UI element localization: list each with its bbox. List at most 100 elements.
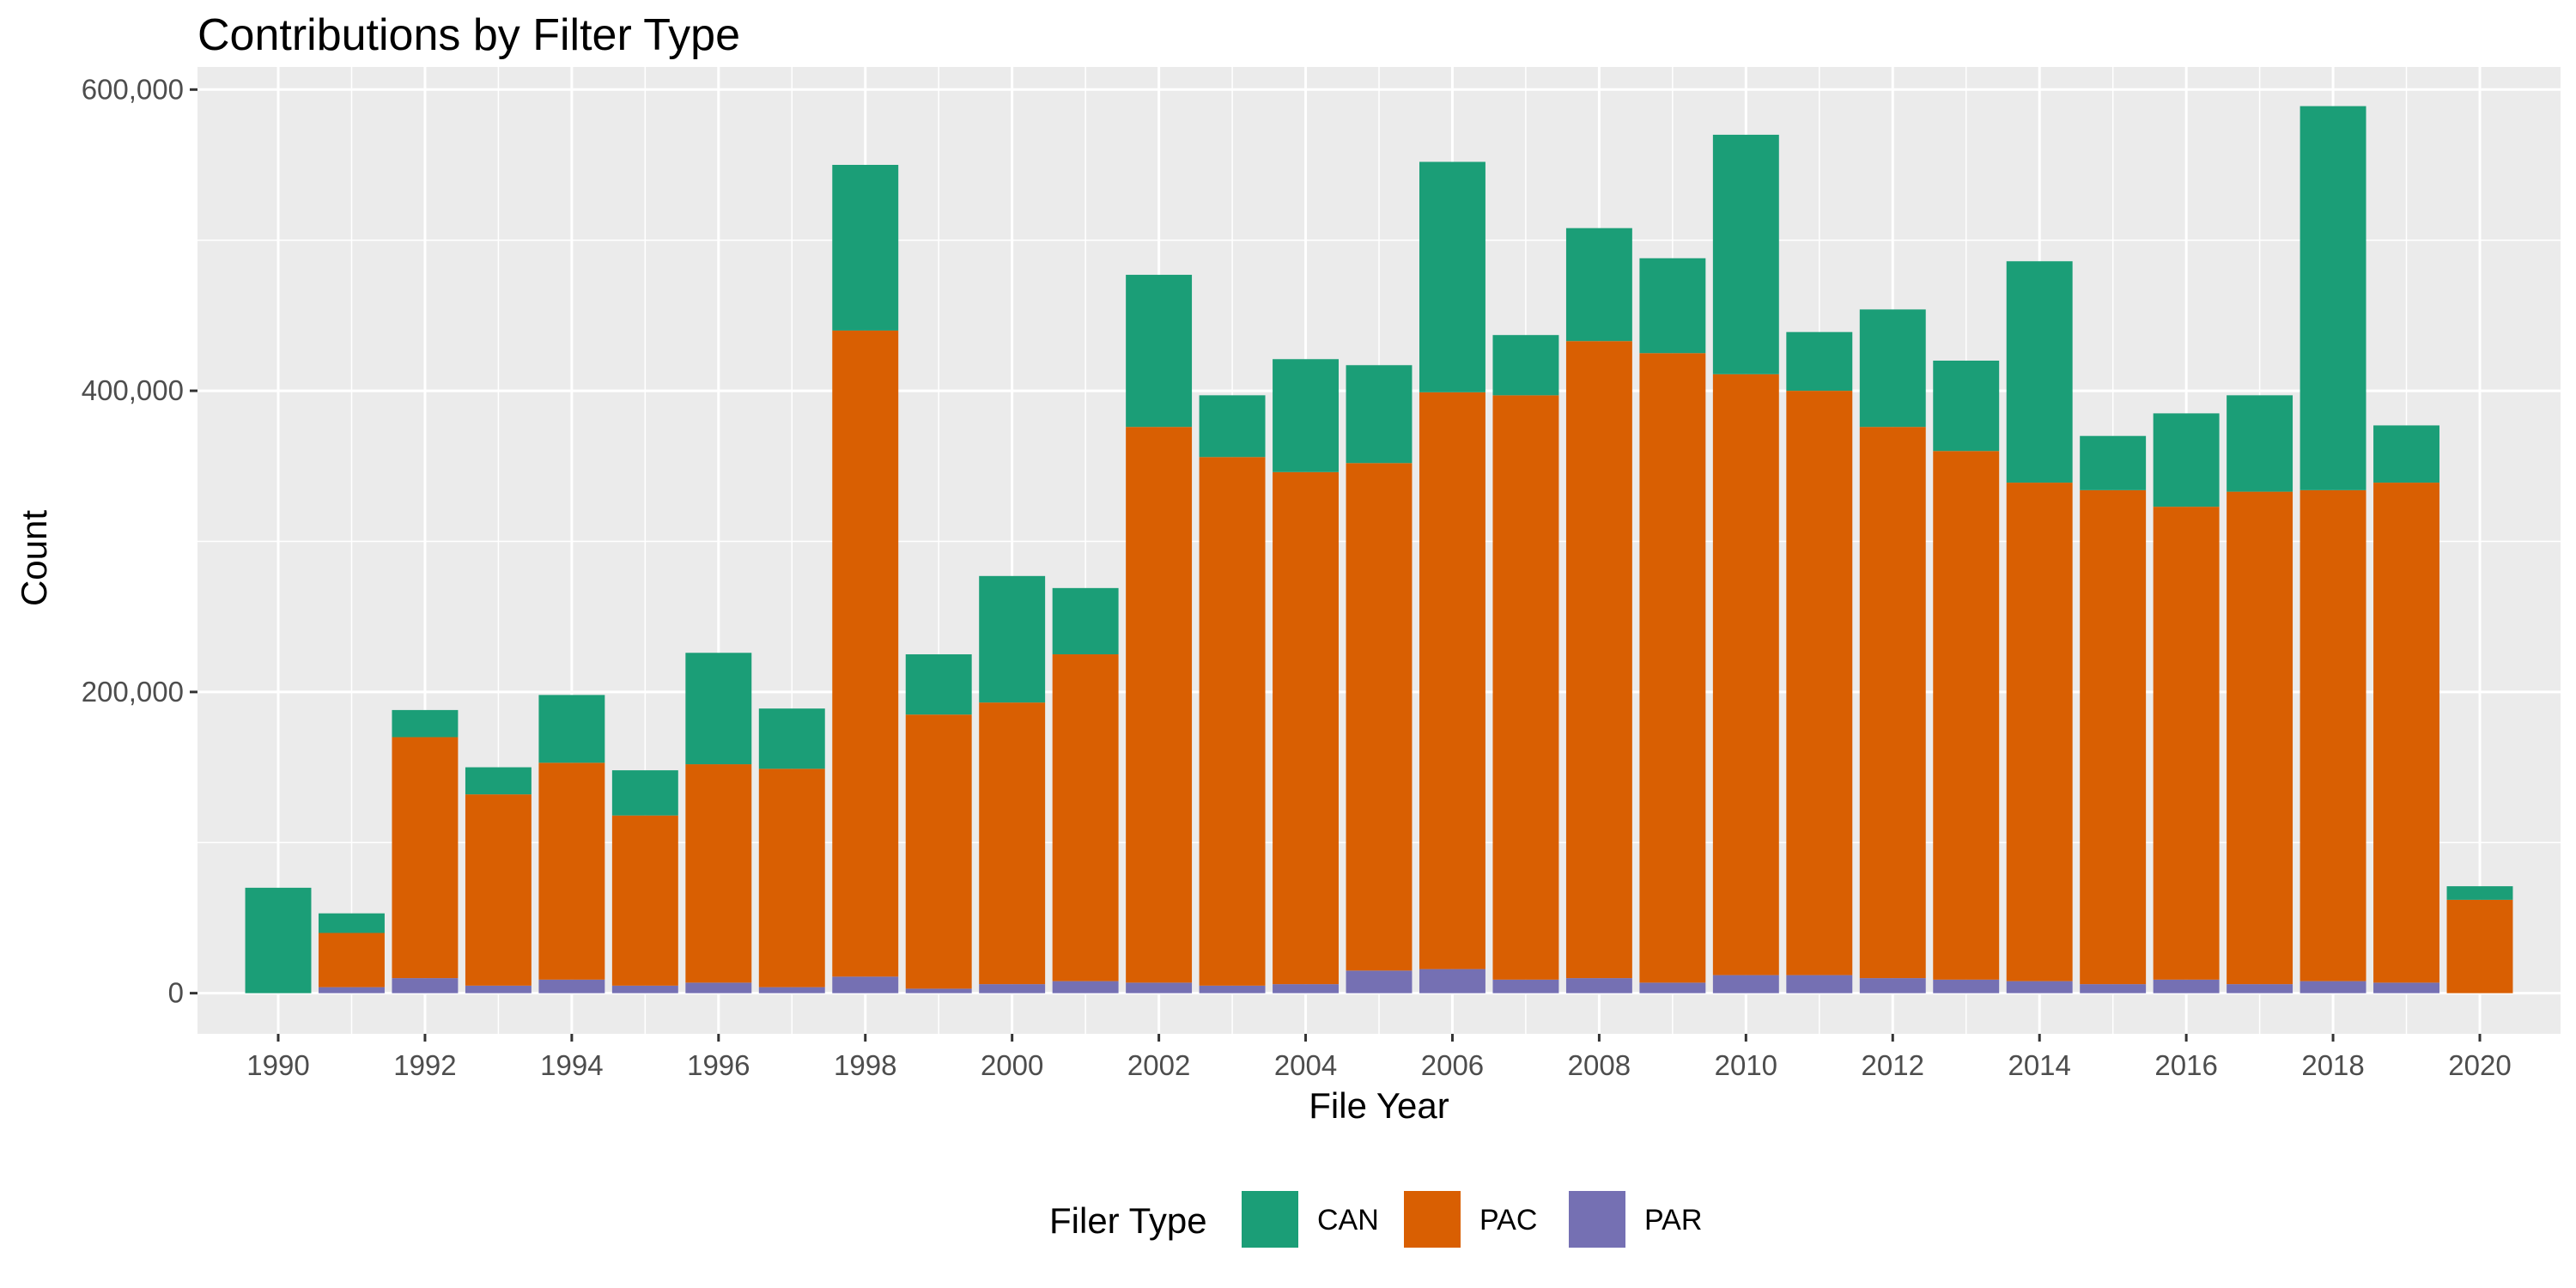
x-axis-title: File Year — [1309, 1085, 1449, 1126]
bar-pac-2002 — [1126, 427, 1193, 983]
bar-pac-2010 — [1712, 374, 1779, 975]
bar-par-2002 — [1126, 982, 1193, 993]
bar-par-1992 — [392, 978, 459, 993]
bar-can-2008 — [1565, 228, 1632, 342]
x-tick-label: 1998 — [834, 1049, 896, 1081]
bar-can-2007 — [1492, 335, 1559, 396]
legend-label-can: CAN — [1317, 1204, 1379, 1236]
x-tick-label: 1992 — [393, 1049, 456, 1081]
bar-pac-1999 — [905, 714, 972, 989]
bar-par-2016 — [2153, 979, 2220, 993]
x-tick-label: 2012 — [1862, 1049, 1924, 1081]
bar-par-1993 — [465, 985, 532, 993]
x-tick-label: 2008 — [1568, 1049, 1631, 1081]
bar-can-2017 — [2227, 395, 2293, 492]
bar-can-1991 — [319, 913, 385, 933]
bar-par-1994 — [538, 979, 605, 993]
bar-pac-2000 — [979, 702, 1046, 985]
bar-par-2006 — [1419, 969, 1485, 993]
y-tick-label: 400,000 — [82, 374, 184, 406]
x-axis: 1990 1992 1994 1996 1998 2000 2002 2004 2006 2008… — [246, 1034, 2512, 1081]
bar-par-2007 — [1492, 979, 1559, 993]
bar-pac-2018 — [2300, 489, 2366, 981]
bar-pac-2006 — [1419, 392, 1485, 969]
bar-pac-2020 — [2446, 899, 2513, 993]
bar-par-2004 — [1273, 984, 1339, 993]
bar-pac-2012 — [1859, 427, 1926, 979]
bar-can-2002 — [1126, 275, 1193, 428]
x-tick-label: 2014 — [2008, 1049, 2070, 1081]
bar-par-2019 — [2373, 982, 2439, 993]
legend-key-par — [1569, 1191, 1625, 1248]
legend-label-par: PAR — [1644, 1204, 1702, 1236]
bar-pac-2013 — [1933, 451, 2000, 980]
x-tick-label: 2010 — [1715, 1049, 1777, 1081]
y-tick-label: 600,000 — [82, 73, 184, 105]
legend-key-pac — [1404, 1191, 1461, 1248]
bar-can-2011 — [1786, 331, 1853, 392]
y-axis-title: Count — [14, 510, 54, 606]
x-tick-label: 2016 — [2154, 1049, 2217, 1081]
bar-pac-1997 — [758, 769, 825, 987]
x-tick-label: 2006 — [1421, 1049, 1484, 1081]
bar-can-1990 — [245, 887, 312, 993]
bar-par-2011 — [1786, 975, 1853, 993]
legend-label-pac: PAC — [1479, 1204, 1537, 1236]
bar-can-2004 — [1273, 359, 1339, 472]
bar-can-2006 — [1419, 161, 1485, 392]
bar-can-2001 — [1052, 587, 1119, 655]
x-tick-label: 1994 — [540, 1049, 603, 1081]
x-tick-label: 2018 — [2301, 1049, 2364, 1081]
bar-pac-2014 — [2006, 483, 2073, 981]
x-tick-label: 1990 — [246, 1049, 309, 1081]
bar-par-2012 — [1859, 978, 1926, 993]
bar-par-2014 — [2006, 981, 2073, 993]
bar-pac-2009 — [1639, 353, 1706, 983]
bar-par-2018 — [2300, 981, 2366, 993]
bar-pac-1992 — [392, 737, 459, 979]
bar-pac-2019 — [2373, 483, 2439, 983]
bar-par-2013 — [1933, 979, 2000, 993]
bar-can-1994 — [538, 695, 605, 763]
x-tick-label: 2002 — [1127, 1049, 1190, 1081]
bar-pac-1994 — [538, 762, 605, 980]
bar-can-2018 — [2300, 106, 2366, 490]
bar-can-2016 — [2153, 413, 2220, 507]
bar-par-2003 — [1199, 985, 1266, 993]
bar-can-2003 — [1199, 395, 1266, 458]
bar-pac-1993 — [465, 794, 532, 986]
bar-pac-2017 — [2227, 491, 2293, 985]
bar-par-1996 — [685, 982, 752, 993]
bar-can-2014 — [2006, 261, 2073, 483]
legend-key-can — [1242, 1191, 1298, 1248]
bar-par-2000 — [979, 984, 1046, 993]
bar-par-1998 — [832, 976, 899, 993]
bar-can-1992 — [392, 709, 459, 738]
bar-par-2009 — [1639, 982, 1706, 993]
x-tick-label: 1996 — [687, 1049, 750, 1081]
bar-par-1991 — [319, 987, 385, 993]
bar-pac-1996 — [685, 764, 752, 983]
bar-par-2015 — [2080, 984, 2147, 993]
bar-can-2020 — [2446, 886, 2513, 900]
bar-can-2012 — [1859, 309, 1926, 428]
bar-pac-2001 — [1052, 654, 1119, 981]
bar-can-2019 — [2373, 425, 2439, 483]
bar-par-1997 — [758, 987, 825, 993]
bar-pac-2005 — [1346, 463, 1413, 971]
chart-title: Contributions by Filter Type — [197, 10, 740, 60]
bar-can-1998 — [832, 165, 899, 331]
legend-title: Filer Type — [1049, 1200, 1207, 1241]
bar-can-1993 — [465, 767, 532, 795]
bar-pac-2015 — [2080, 489, 2147, 985]
bar-pac-1995 — [611, 815, 678, 986]
bar-can-1997 — [758, 708, 825, 769]
bar-can-2000 — [979, 575, 1046, 703]
bar-can-2005 — [1346, 365, 1413, 464]
bar-par-1999 — [905, 988, 972, 993]
bar-can-2013 — [1933, 361, 2000, 452]
bar-par-2005 — [1346, 970, 1413, 993]
bar-can-2015 — [2080, 435, 2147, 490]
bar-can-2009 — [1639, 258, 1706, 354]
